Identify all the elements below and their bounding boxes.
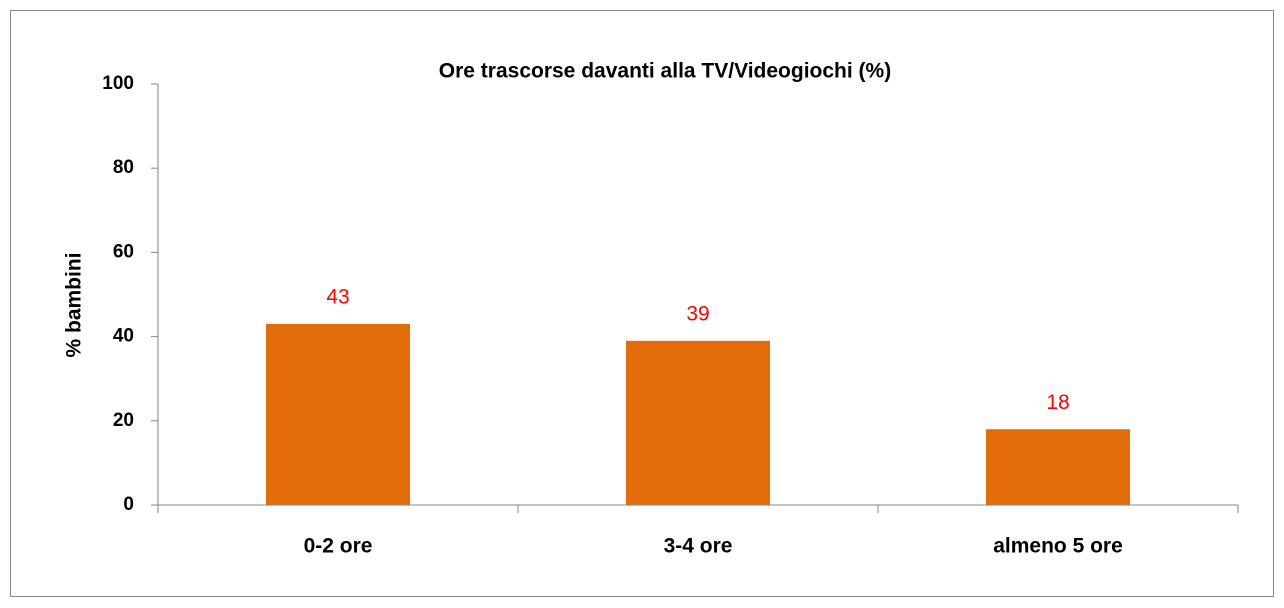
value-label: 18: [1046, 391, 1069, 414]
bar: [986, 429, 1130, 505]
y-tick-label: 20: [113, 410, 134, 431]
value-label: 39: [686, 302, 709, 325]
y-tick-label: 40: [113, 326, 134, 347]
chart-title: Ore trascorse davanti alla TV/Videogioch…: [439, 60, 891, 83]
value-label: 43: [326, 286, 349, 309]
x-tick-label: almeno 5 ore: [993, 535, 1123, 558]
bar: [266, 323, 410, 505]
x-tick-label: 0-2 ore: [304, 535, 373, 558]
x-tick-label: 3-4 ore: [664, 535, 733, 558]
y-tick-label: 0: [123, 494, 134, 515]
bar: [626, 340, 770, 505]
y-tick-label: 100: [102, 73, 134, 94]
y-tick-label: 80: [113, 157, 134, 178]
chart-border: [10, 10, 1274, 597]
y-tick-label: 60: [113, 241, 134, 262]
y-axis-label: % bambini: [63, 252, 86, 357]
